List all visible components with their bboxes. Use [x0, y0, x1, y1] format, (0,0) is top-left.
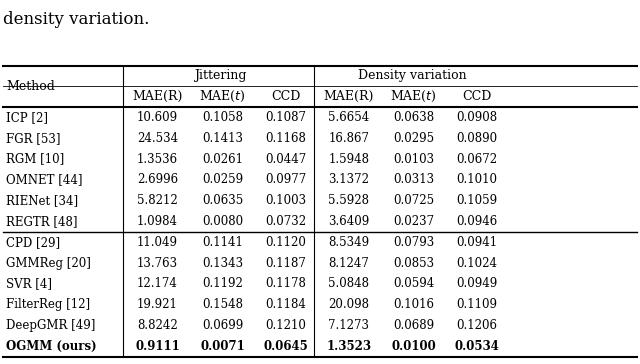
Text: 0.0725: 0.0725 [394, 194, 435, 207]
Text: RGM [10]: RGM [10] [6, 153, 65, 166]
Text: Jittering: Jittering [194, 70, 247, 82]
Text: 0.0732: 0.0732 [265, 215, 307, 228]
Text: RIENet [34]: RIENet [34] [6, 194, 79, 207]
Text: 0.0071: 0.0071 [200, 340, 245, 353]
Text: GMMReg [20]: GMMReg [20] [6, 257, 92, 270]
Text: 0.0635: 0.0635 [202, 194, 243, 207]
Text: 0.0313: 0.0313 [394, 173, 435, 186]
Text: 0.0890: 0.0890 [456, 132, 498, 145]
Text: 24.534: 24.534 [137, 132, 178, 145]
Text: 0.1010: 0.1010 [456, 173, 498, 186]
Text: CCD: CCD [271, 90, 300, 103]
Text: 0.0941: 0.0941 [456, 236, 498, 249]
Text: 8.8242: 8.8242 [137, 319, 178, 332]
Text: FGR [53]: FGR [53] [6, 132, 61, 145]
Text: 0.0645: 0.0645 [264, 340, 308, 353]
Text: MAE($t$): MAE($t$) [199, 89, 245, 104]
Text: 0.1058: 0.1058 [202, 111, 243, 124]
Text: 5.8212: 5.8212 [137, 194, 178, 207]
Text: 0.1413: 0.1413 [202, 132, 243, 145]
Text: 0.0594: 0.0594 [394, 277, 435, 290]
Text: OGMM (ours): OGMM (ours) [6, 340, 97, 353]
Text: 19.921: 19.921 [137, 298, 178, 311]
Text: 0.0638: 0.0638 [394, 111, 435, 124]
Text: 5.6654: 5.6654 [328, 111, 369, 124]
Text: 2.6996: 2.6996 [137, 173, 178, 186]
Text: Method: Method [6, 80, 55, 93]
Text: 7.1273: 7.1273 [328, 319, 369, 332]
Text: 0.0672: 0.0672 [456, 153, 498, 166]
Text: 0.1141: 0.1141 [202, 236, 243, 249]
Text: 0.9111: 0.9111 [135, 340, 180, 353]
Text: 12.174: 12.174 [137, 277, 178, 290]
Text: FilterReg [12]: FilterReg [12] [6, 298, 90, 311]
Text: 0.1003: 0.1003 [265, 194, 307, 207]
Text: 0.1087: 0.1087 [265, 111, 307, 124]
Text: 1.3536: 1.3536 [137, 153, 178, 166]
Text: 0.0080: 0.0080 [202, 215, 243, 228]
Text: 11.049: 11.049 [137, 236, 178, 249]
Text: 0.1024: 0.1024 [456, 257, 498, 270]
Text: 0.0261: 0.0261 [202, 153, 243, 166]
Text: 1.3523: 1.3523 [326, 340, 371, 353]
Text: 0.1187: 0.1187 [266, 257, 306, 270]
Text: MAE(R): MAE(R) [132, 90, 182, 103]
Text: MAE(R): MAE(R) [324, 90, 374, 103]
Text: 0.1168: 0.1168 [266, 132, 306, 145]
Text: OMNET [44]: OMNET [44] [6, 173, 83, 186]
Text: 0.0853: 0.0853 [394, 257, 435, 270]
Text: 0.1109: 0.1109 [456, 298, 498, 311]
Text: MAE($t$): MAE($t$) [390, 89, 436, 104]
Text: CPD [29]: CPD [29] [6, 236, 61, 249]
Text: 8.1247: 8.1247 [328, 257, 369, 270]
Text: CCD: CCD [463, 90, 492, 103]
Text: 3.6409: 3.6409 [328, 215, 369, 228]
Text: 0.0689: 0.0689 [394, 319, 435, 332]
Text: 0.1120: 0.1120 [266, 236, 306, 249]
Text: 0.0908: 0.0908 [456, 111, 498, 124]
Text: 0.1343: 0.1343 [202, 257, 243, 270]
Text: 3.1372: 3.1372 [328, 173, 369, 186]
Text: 0.0259: 0.0259 [202, 173, 243, 186]
Text: 0.0949: 0.0949 [456, 277, 498, 290]
Text: 0.1184: 0.1184 [266, 298, 306, 311]
Text: 1.5948: 1.5948 [328, 153, 369, 166]
Text: 0.0534: 0.0534 [454, 340, 500, 353]
Text: 1.0984: 1.0984 [137, 215, 178, 228]
Text: 0.1178: 0.1178 [266, 277, 306, 290]
Text: 0.0237: 0.0237 [394, 215, 435, 228]
Text: 16.867: 16.867 [328, 132, 369, 145]
Text: 0.0100: 0.0100 [392, 340, 436, 353]
Text: Density variation: Density variation [358, 70, 466, 82]
Text: 13.763: 13.763 [137, 257, 178, 270]
Text: 0.0793: 0.0793 [394, 236, 435, 249]
Text: 0.1210: 0.1210 [266, 319, 306, 332]
Text: ICP [2]: ICP [2] [6, 111, 49, 124]
Text: 20.098: 20.098 [328, 298, 369, 311]
Text: 0.0946: 0.0946 [456, 215, 498, 228]
Text: 0.0699: 0.0699 [202, 319, 243, 332]
Text: 10.609: 10.609 [137, 111, 178, 124]
Text: 0.0295: 0.0295 [394, 132, 435, 145]
Text: 5.5928: 5.5928 [328, 194, 369, 207]
Text: SVR [4]: SVR [4] [6, 277, 52, 290]
Text: 0.0103: 0.0103 [394, 153, 435, 166]
Text: REGTR [48]: REGTR [48] [6, 215, 78, 228]
Text: 0.1016: 0.1016 [394, 298, 435, 311]
Text: 0.0977: 0.0977 [265, 173, 307, 186]
Text: 8.5349: 8.5349 [328, 236, 369, 249]
Text: 0.1192: 0.1192 [202, 277, 243, 290]
Text: density variation.: density variation. [3, 11, 150, 28]
Text: 5.0848: 5.0848 [328, 277, 369, 290]
Text: 0.1206: 0.1206 [456, 319, 498, 332]
Text: 0.0447: 0.0447 [265, 153, 307, 166]
Text: 0.1059: 0.1059 [456, 194, 498, 207]
Text: 0.1548: 0.1548 [202, 298, 243, 311]
Text: DeepGMR [49]: DeepGMR [49] [6, 319, 96, 332]
